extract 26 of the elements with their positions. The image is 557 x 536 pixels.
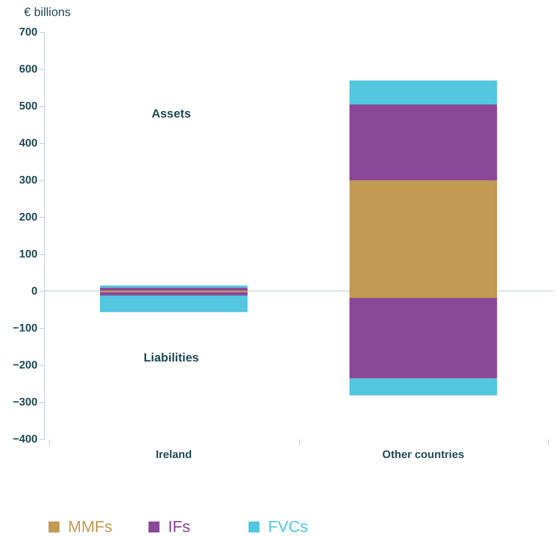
- y-tick-label: 100: [19, 248, 38, 260]
- bar: [100, 285, 248, 288]
- y-tick-label: 700: [19, 26, 38, 38]
- bar: [100, 295, 248, 312]
- y-tick-label: 200: [19, 212, 38, 224]
- annotation: Assets: [152, 106, 192, 120]
- y-tick-label: 300: [19, 174, 38, 186]
- annotation: Liabilities: [144, 350, 200, 365]
- x-tick-label: Ireland: [156, 449, 192, 461]
- y-tick-label: 400: [19, 138, 38, 150]
- y-tick-label: 600: [19, 64, 38, 76]
- legend-label: MMFs: [68, 519, 112, 536]
- x-tick-label: Other countries: [382, 449, 464, 461]
- y-tick-label: −200: [12, 360, 38, 372]
- y-tick-label: 500: [19, 100, 38, 112]
- bar: [349, 378, 498, 396]
- y-tick-label: −100: [12, 322, 38, 334]
- y-tick-label: −300: [12, 396, 38, 408]
- bar: [349, 104, 498, 180]
- bar: [349, 80, 498, 105]
- y-tick-label: −400: [12, 434, 38, 446]
- legend-label: IFs: [168, 519, 190, 536]
- legend-label: FVCs: [268, 519, 308, 536]
- y-tick-label: 0: [31, 286, 38, 298]
- bar: [349, 298, 498, 378]
- y-axis-title: € billions: [24, 5, 71, 19]
